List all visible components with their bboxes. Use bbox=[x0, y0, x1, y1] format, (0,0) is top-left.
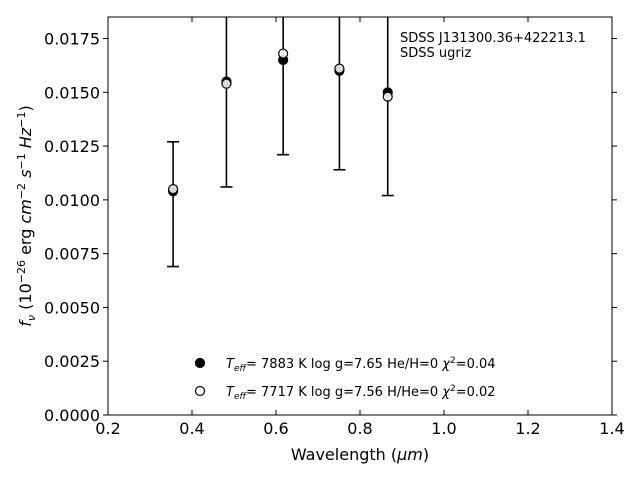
y-tick-label: 0.0025 bbox=[44, 352, 100, 371]
x-axis-ticks: 0.2 0.4 0.6 0.8 1.0 1.2 1.4 bbox=[95, 17, 625, 438]
y-tick-label: 0.0100 bbox=[44, 191, 100, 210]
x-tick-label: 0.6 bbox=[263, 419, 288, 438]
point-open bbox=[278, 48, 289, 59]
y-tick-label: 0.0050 bbox=[44, 298, 100, 317]
point-open bbox=[382, 91, 393, 102]
x-tick-label: 1.0 bbox=[431, 419, 456, 438]
legend-entry-filled: Teff= 7883 K log g=7.65 He/H=0 χ2=0.04 bbox=[226, 356, 496, 374]
x-tick-label: 0.8 bbox=[347, 419, 372, 438]
plot-area bbox=[107, 16, 613, 416]
y-tick-label: 0.0000 bbox=[44, 406, 100, 425]
point-open bbox=[168, 184, 179, 195]
plot-frame bbox=[107, 16, 613, 416]
y-tick-label: 0.0150 bbox=[44, 83, 100, 102]
x-tick-label: 0.4 bbox=[179, 419, 204, 438]
data-markers bbox=[168, 48, 393, 197]
y-tick-label: 0.0075 bbox=[44, 245, 100, 264]
legend: Teff= 7883 K log g=7.65 He/H=0 χ2=0.04 T… bbox=[194, 356, 496, 402]
annotation-survey: SDSS ugriz bbox=[400, 46, 471, 61]
x-tick-label: 1.2 bbox=[515, 419, 540, 438]
legend-entry-open: Teff= 7717 K log g=7.56 H/He=0 χ2=0.02 bbox=[226, 384, 496, 402]
annotation-object-name: SDSS J131300.36+422213.1 bbox=[400, 31, 586, 46]
x-tick-label: 1.4 bbox=[599, 419, 624, 438]
y-axis-label: fν (10−26 erg cm−2 s−1 Hz−1) bbox=[15, 105, 38, 326]
point-open bbox=[221, 78, 232, 89]
legend-marker-filled bbox=[194, 357, 206, 369]
legend-marker-open bbox=[194, 385, 206, 397]
y-tick-label: 0.0125 bbox=[44, 137, 100, 156]
point-open bbox=[334, 63, 345, 74]
y-tick-label: 0.0175 bbox=[44, 30, 100, 49]
x-tick-label: 0.2 bbox=[95, 419, 120, 438]
y-axis-ticks: 0.0000 0.0025 0.0050 0.0075 0.0100 0.0125 0.01… bbox=[44, 30, 617, 425]
x-axis-label: Wavelength (μm) bbox=[291, 445, 429, 464]
error-bars bbox=[167, 17, 394, 268]
